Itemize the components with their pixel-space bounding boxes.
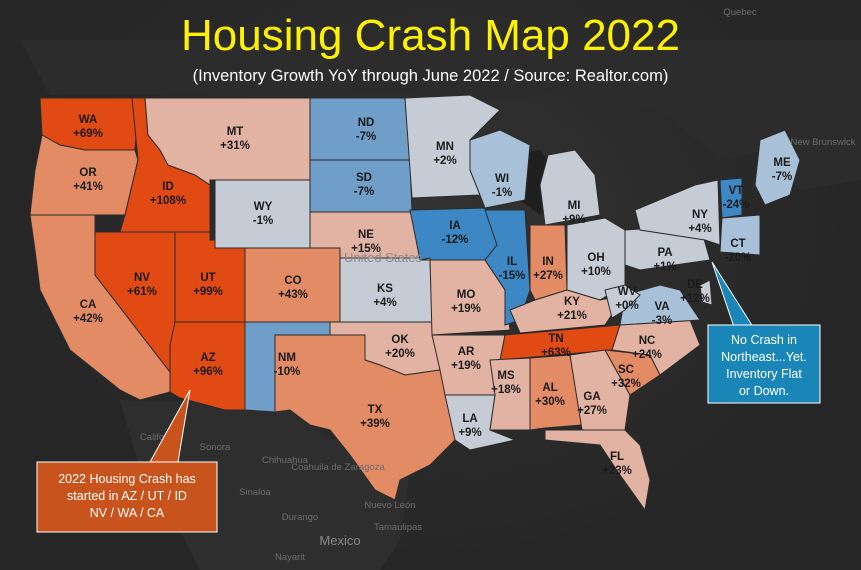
state-label-de: DE +12% — [680, 279, 710, 305]
state-label-mn: MN +2% — [433, 141, 456, 167]
basemap-labels-layer: Quebec New Brunswick United States Sonora Ch… — [140, 7, 856, 563]
state-label-ny: NY +4% — [688, 209, 711, 235]
map-title: Housing Crash Map 2022 — [181, 11, 680, 60]
map-subtitle: (Inventory Growth YoY through June 2022 … — [192, 67, 669, 85]
state-wy — [214, 179, 311, 249]
state-label-in: IN +27% — [533, 256, 563, 282]
basemap-label: Tamaulipas — [374, 522, 422, 533]
basemap-label: Quebec — [723, 7, 757, 18]
state-label-al: AL +30% — [535, 382, 565, 408]
basemap-label: Nuevo León — [364, 500, 415, 511]
state-label-az: AZ +96% — [193, 352, 223, 378]
state-label-nm: NM -10% — [274, 352, 301, 378]
state-label-mt: MT +31% — [220, 126, 250, 152]
state-ct — [719, 214, 761, 256]
state-label-co: CO +43% — [278, 275, 308, 301]
state-label-wa: WA +69% — [73, 114, 103, 140]
state-label-or: OR +41% — [73, 167, 103, 193]
state-label-il: IL -15% — [499, 256, 526, 282]
state-label-ms: MS +18% — [491, 370, 521, 396]
state-mi — [539, 149, 601, 226]
state-nd — [309, 97, 411, 161]
state-label-sc: SC +32% — [611, 364, 641, 390]
basemap-label: New Brunswick — [791, 137, 856, 148]
state-al — [529, 354, 583, 431]
state-vt — [719, 177, 743, 219]
state-label-tx: TX +39% — [360, 404, 390, 430]
state-label-la: LA +9% — [458, 413, 481, 439]
basemap-label: Coahuila de Zaragoza — [291, 462, 385, 473]
state-label-ne: NE +15% — [351, 229, 381, 255]
state-label-ky: KY +21% — [557, 296, 587, 322]
state-il — [484, 209, 531, 326]
state-labels-layer: WA +69% OR +41% CA +42% ID +108% NV +61% UT +99% AZ +… — [73, 114, 792, 477]
canada-land — [20, 40, 861, 190]
northeast-callout-text: No Crash in Northeast...Yet. Inventory Fla… — [721, 333, 807, 398]
northeast-callout: No Crash in Northeast...Yet. Inventory Fla… — [707, 261, 821, 404]
state-label-me: ME -7% — [772, 157, 792, 183]
state-label-tn: TN +63% — [541, 333, 571, 359]
crash-callout: 2022 Housing Crash has started in AZ / UT… — [36, 389, 218, 533]
state-label-ut: UT +99% — [193, 272, 223, 298]
state-ga — [569, 349, 631, 431]
state-ms — [489, 357, 531, 431]
state-label-ca: CA +42% — [73, 299, 103, 325]
state-label-fl: FL +23% — [602, 451, 632, 477]
basemap-label: Mexico — [319, 533, 360, 548]
basemap-label: Durango — [282, 512, 318, 523]
state-label-va: VA -3% — [652, 301, 672, 327]
basemap-label: Nayarit — [275, 552, 305, 563]
basemap-label: Chihuahua — [262, 455, 309, 466]
state-tx — [274, 334, 456, 501]
state-wi — [469, 129, 531, 209]
basemap-label: United States — [344, 250, 423, 265]
state-label-vt: VT -24% — [723, 185, 750, 211]
state-label-nv: NV +61% — [127, 272, 157, 298]
state-de — [699, 279, 713, 306]
states-layer — [29, 94, 801, 512]
state-wv — [604, 284, 641, 319]
northeast-callout-pointer — [711, 261, 756, 331]
state-label-mo: MO +19% — [451, 289, 481, 315]
state-label-nc: NC +24% — [632, 335, 662, 361]
basemap-label: Sinaloa — [239, 487, 271, 498]
state-fl — [544, 429, 651, 512]
crash-callout-text: 2022 Housing Crash has started in AZ / UT… — [58, 472, 196, 520]
state-label-oh: OH +10% — [581, 252, 611, 278]
basemap-label: California — [140, 432, 181, 443]
state-label-wy: WY -1% — [253, 201, 273, 227]
state-label-ok: OK +20% — [385, 334, 415, 360]
state-label-ks: KS +4% — [373, 283, 396, 309]
state-label-ar: AR +19% — [451, 346, 481, 372]
basemap-label: Sonora — [200, 442, 231, 453]
state-label-wv: WV +0% — [615, 286, 638, 312]
state-label-nd: ND -7% — [356, 117, 376, 143]
crash-callout-box — [36, 461, 218, 533]
state-label-ct: CT -20% — [725, 238, 752, 264]
state-label-mi: MI +9% — [562, 200, 585, 226]
state-me — [754, 129, 801, 206]
state-label-sd: SD -7% — [354, 172, 374, 198]
state-label-wi: WI -1% — [492, 173, 512, 199]
state-label-ia: IA -12% — [442, 220, 469, 246]
northeast-callout-box — [707, 324, 821, 404]
state-label-pa: PA +1% — [653, 247, 676, 273]
state-label-id: ID +108% — [150, 181, 186, 207]
state-label-ga: GA +27% — [577, 391, 607, 417]
